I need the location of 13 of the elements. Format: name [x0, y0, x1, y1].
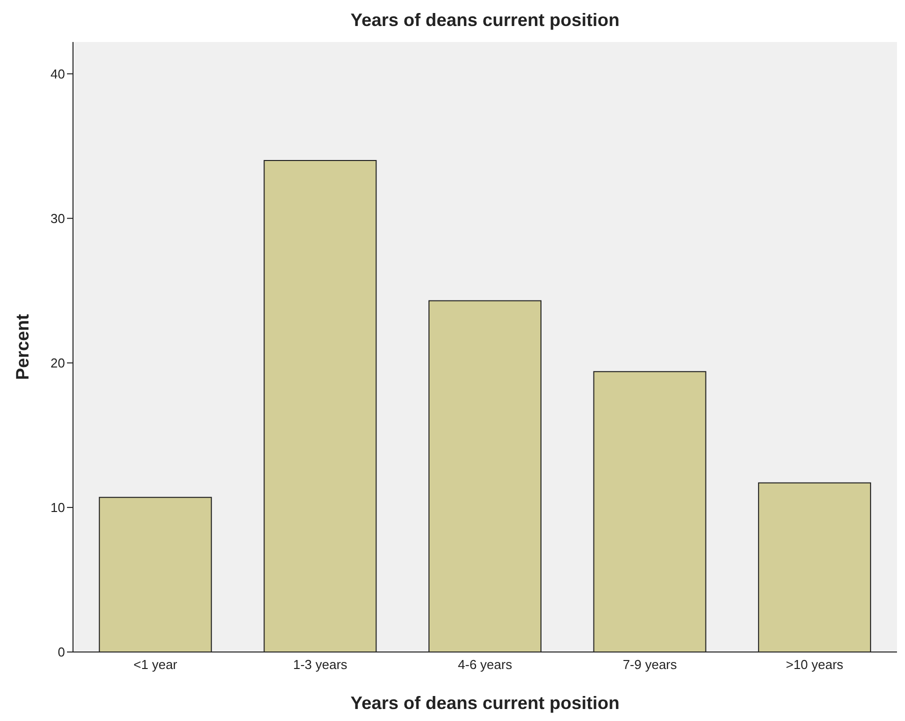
x-tick-label: 7-9 years [622, 657, 678, 672]
x-tick-label: 1-3 years [293, 657, 348, 672]
y-tick-label: 0 [58, 644, 65, 660]
x-axis-title: Years of deans current position [350, 693, 620, 713]
y-tick-label: 30 [50, 210, 65, 226]
chart-title: Years of deans current position [349, 10, 621, 31]
y-tick-label: 10 [50, 500, 65, 516]
x-tick-label: >10 years [786, 657, 844, 672]
y-tick-label: 40 [50, 66, 65, 82]
y-axis-title: Percent [12, 314, 32, 380]
y-tick-label: 20 [50, 356, 65, 371]
x-tick-label: 4-6 years [458, 657, 513, 672]
x-tick-label: <1 year [134, 657, 178, 672]
